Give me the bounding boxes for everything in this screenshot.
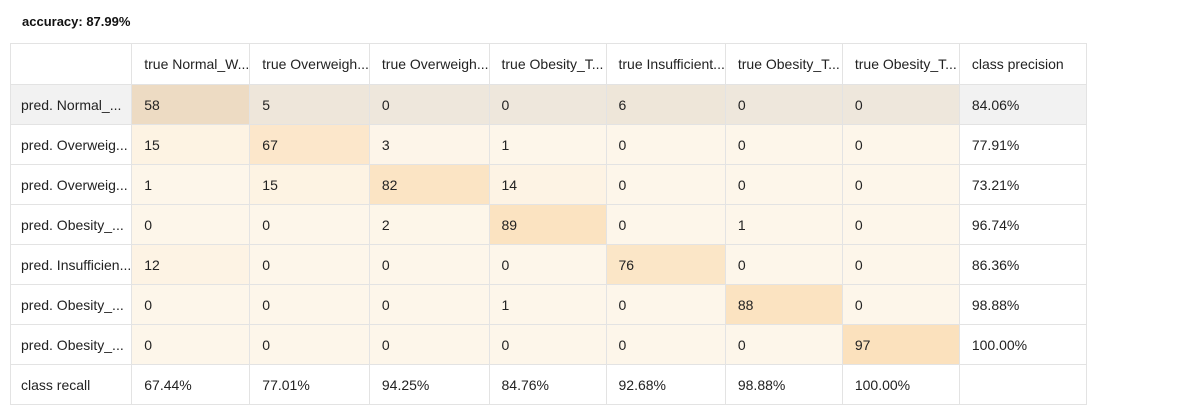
table-row[interactable]: pred. Obesity_... 0 0 2 89 0 1 0 96.74% <box>9 204 1087 245</box>
matrix-cell: 1 <box>131 164 251 205</box>
column-header[interactable]: true Obesity_T... <box>724 43 843 85</box>
row-label: pred. Insufficien... <box>9 244 133 285</box>
class-precision-cell: 86.36% <box>958 244 1087 285</box>
matrix-cell: 0 <box>841 284 960 325</box>
column-header[interactable]: true Obesity_T... <box>488 43 607 85</box>
matrix-cell: 89 <box>488 204 607 245</box>
class-precision-cell: 96.74% <box>958 204 1087 245</box>
matrix-cell: 0 <box>131 324 251 365</box>
matrix-cell: 0 <box>368 244 490 285</box>
matrix-cell: 0 <box>605 124 726 165</box>
matrix-cell: 0 <box>605 324 726 365</box>
matrix-cell: 0 <box>724 244 843 285</box>
matrix-cell: 0 <box>724 84 843 125</box>
matrix-cell: 15 <box>249 164 370 205</box>
matrix-cell: 0 <box>488 324 607 365</box>
matrix-cell: 58 <box>131 84 251 125</box>
matrix-cell: 0 <box>605 284 726 325</box>
class-recall-row: class recall 67.44% 77.01% 94.25% 84.76%… <box>9 364 1087 405</box>
table-row[interactable]: pred. Normal_... 58 5 0 0 6 0 0 84.06% <box>9 84 1087 125</box>
matrix-cell: 0 <box>249 284 370 325</box>
matrix-cell: 15 <box>131 124 251 165</box>
column-header[interactable]: true Normal_W... <box>131 43 251 85</box>
matrix-cell: 1 <box>488 284 607 325</box>
matrix-cell: 14 <box>488 164 607 205</box>
table-row[interactable]: pred. Overweig... 1 15 82 14 0 0 0 73.21… <box>9 164 1087 205</box>
matrix-cell: 0 <box>724 164 843 205</box>
class-precision-cell: 84.06% <box>958 84 1087 125</box>
table-row[interactable]: pred. Obesity_... 0 0 0 0 0 0 97 100.00% <box>9 324 1087 365</box>
column-header[interactable]: true Overweigh... <box>368 43 490 85</box>
class-recall-cell: 94.25% <box>368 364 490 405</box>
recall-corner-cell <box>958 364 1087 405</box>
matrix-cell: 6 <box>605 84 726 125</box>
matrix-cell: 0 <box>249 244 370 285</box>
matrix-cell: 0 <box>841 244 960 285</box>
class-precision-header[interactable]: class precision <box>958 43 1087 85</box>
row-label: pred. Overweig... <box>9 124 133 165</box>
column-header[interactable]: true Insufficient... <box>605 43 726 85</box>
matrix-cell: 1 <box>488 124 607 165</box>
matrix-cell: 3 <box>368 124 490 165</box>
matrix-cell: 2 <box>368 204 490 245</box>
matrix-cell: 0 <box>724 324 843 365</box>
matrix-cell: 0 <box>605 164 726 205</box>
matrix-cell: 12 <box>131 244 251 285</box>
matrix-cell: 0 <box>724 124 843 165</box>
class-precision-cell: 98.88% <box>958 284 1087 325</box>
class-precision-cell: 100.00% <box>958 324 1087 365</box>
matrix-cell: 0 <box>841 124 960 165</box>
class-precision-cell: 77.91% <box>958 124 1087 165</box>
class-recall-cell: 98.88% <box>724 364 843 405</box>
matrix-cell: 88 <box>724 284 843 325</box>
row-label: pred. Obesity_... <box>9 204 133 245</box>
matrix-cell: 0 <box>131 284 251 325</box>
matrix-cell: 0 <box>368 84 490 125</box>
matrix-cell: 0 <box>488 84 607 125</box>
table-row[interactable]: pred. Obesity_... 0 0 0 1 0 88 0 98.88% <box>9 284 1087 325</box>
corner-header <box>9 43 133 85</box>
class-precision-cell: 73.21% <box>958 164 1087 205</box>
table-row[interactable]: pred. Overweig... 15 67 3 1 0 0 0 77.91% <box>9 124 1087 165</box>
class-recall-cell: 100.00% <box>841 364 960 405</box>
matrix-cell: 76 <box>605 244 726 285</box>
table-row[interactable]: pred. Insufficien... 12 0 0 0 76 0 0 86.… <box>9 244 1087 285</box>
row-label: pred. Overweig... <box>9 164 133 205</box>
matrix-cell: 0 <box>131 204 251 245</box>
matrix-cell: 0 <box>488 244 607 285</box>
matrix-cell: 97 <box>841 324 960 365</box>
matrix-cell: 0 <box>841 164 960 205</box>
column-header[interactable]: true Overweigh... <box>249 43 370 85</box>
matrix-cell: 5 <box>249 84 370 125</box>
class-recall-cell: 92.68% <box>605 364 726 405</box>
accuracy-label: accuracy: 87.99% <box>22 14 131 29</box>
matrix-cell: 0 <box>368 284 490 325</box>
matrix-cell: 0 <box>249 324 370 365</box>
matrix-cell: 1 <box>724 204 843 245</box>
confusion-matrix-table: true Normal_W... true Overweigh... true … <box>9 43 1087 405</box>
matrix-cell: 67 <box>249 124 370 165</box>
class-recall-label: class recall <box>9 364 133 405</box>
class-recall-cell: 77.01% <box>249 364 370 405</box>
row-label: pred. Obesity_... <box>9 284 133 325</box>
matrix-cell: 82 <box>368 164 490 205</box>
matrix-cell: 0 <box>841 204 960 245</box>
matrix-cell: 0 <box>249 204 370 245</box>
matrix-cell: 0 <box>605 204 726 245</box>
class-recall-cell: 84.76% <box>488 364 607 405</box>
row-label: pred. Normal_... <box>9 84 133 125</box>
row-label: pred. Obesity_... <box>9 324 133 365</box>
class-recall-cell: 67.44% <box>131 364 251 405</box>
matrix-cell: 0 <box>841 84 960 125</box>
column-header[interactable]: true Obesity_T... <box>841 43 960 85</box>
matrix-cell: 0 <box>368 324 490 365</box>
header-row: true Normal_W... true Overweigh... true … <box>9 43 1087 85</box>
